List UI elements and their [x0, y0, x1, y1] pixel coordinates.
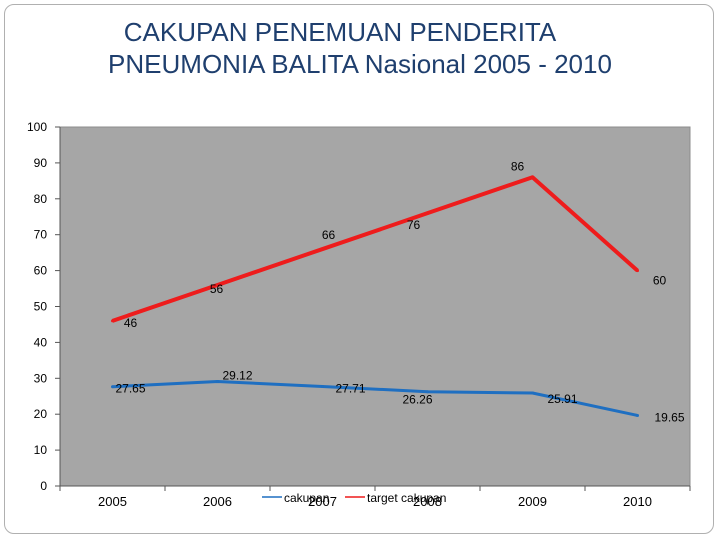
- data-label: 60: [653, 274, 667, 288]
- series-line-cakupan: [112, 379, 638, 417]
- chart-title: CAKUPAN PENEMUAN PENDERITA PNEUMONIA BAL…: [60, 16, 660, 80]
- y-tick-label: 50: [34, 300, 48, 314]
- data-label: 66: [322, 228, 336, 242]
- data-label: 25.91: [547, 392, 577, 406]
- data-label: 27.65: [115, 382, 145, 396]
- data-label: 86: [511, 159, 525, 173]
- data-label: 27.71: [335, 382, 365, 396]
- slide-frame: [4, 4, 714, 534]
- data-label: 29.12: [222, 368, 252, 382]
- y-tick-label: 80: [34, 192, 48, 206]
- data-point: [426, 390, 429, 394]
- data-label: 26.26: [402, 393, 432, 407]
- data-label: 46: [124, 316, 138, 330]
- data-point: [111, 385, 114, 389]
- y-tick-label: 60: [34, 264, 48, 278]
- y-tick-label: 0: [40, 479, 47, 493]
- data-label: 56: [210, 282, 224, 296]
- data-point: [531, 391, 534, 395]
- data-point: [216, 379, 219, 383]
- chart-title-line-1: CAKUPAN PENEMUAN PENDERITA: [123, 17, 557, 47]
- y-tick-label: 10: [34, 443, 48, 457]
- x-tick-label: 2007: [308, 494, 337, 509]
- data-point: [321, 385, 324, 389]
- data-point: [531, 175, 534, 179]
- plot-area: [59, 126, 691, 487]
- x-tick-label: 2005: [98, 494, 127, 509]
- data-point: [111, 319, 114, 323]
- x-tick-label: 2009: [518, 494, 547, 509]
- data-label: 76: [407, 218, 421, 232]
- x-tick-label: 2006: [203, 494, 232, 509]
- y-tick-label: 90: [34, 156, 48, 170]
- data-point: [321, 247, 324, 251]
- legend-item-cakupan: cakupan: [284, 491, 329, 505]
- data-label: 19.65: [654, 410, 684, 424]
- chart-title-line-2: PNEUMONIA BALITA Nasional 2005 - 2010: [108, 49, 612, 79]
- x-tick-label: 2008: [413, 494, 442, 509]
- x-tick-label: 2010: [623, 494, 652, 509]
- legend-item-target-cakupan: target cakupan: [367, 491, 446, 505]
- y-tick-label: 20: [34, 407, 48, 421]
- y-tick-label: 100: [27, 120, 47, 134]
- y-tick-label: 40: [34, 335, 48, 349]
- y-tick-label: 70: [34, 228, 48, 242]
- data-point: [636, 269, 639, 273]
- data-point: [426, 211, 429, 215]
- y-tick-label: 30: [34, 371, 48, 385]
- series-line-target-cakupan: [111, 175, 639, 323]
- data-point: [636, 413, 639, 417]
- data-point: [216, 283, 219, 287]
